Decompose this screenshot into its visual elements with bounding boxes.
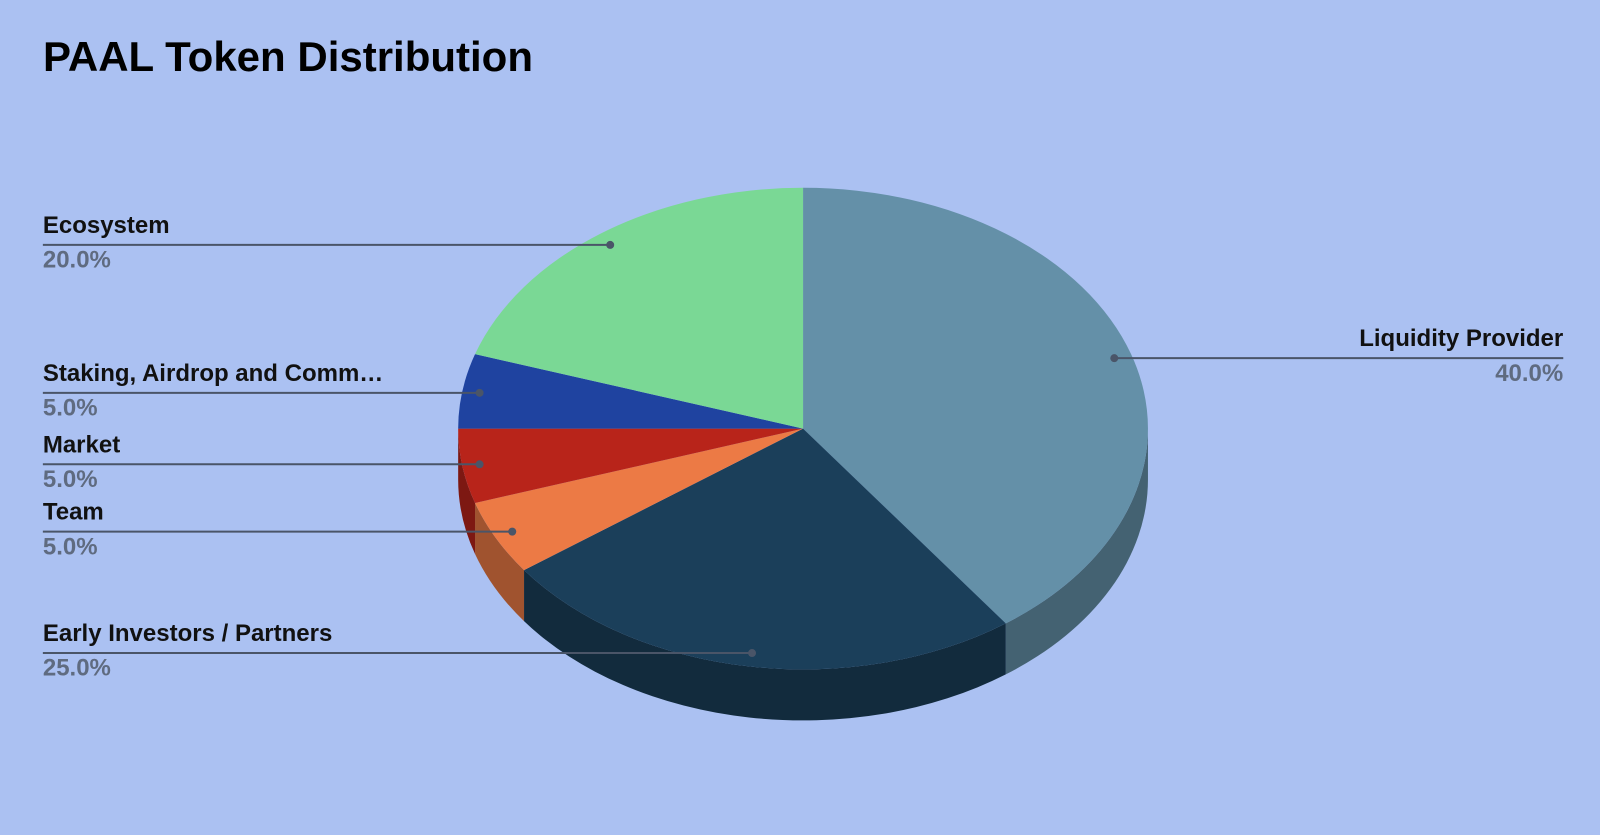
slice-label: Market <box>43 431 120 458</box>
leader-dot <box>508 527 517 536</box>
slice-label: Liquidity Provider <box>1359 325 1563 352</box>
value-label: 20.0% <box>43 247 111 274</box>
slice-label: Early Investors / Partners <box>43 620 332 647</box>
slice <box>458 428 804 503</box>
value-label: 40.0% <box>1495 360 1563 387</box>
chart-title: PAAL Token Distribution <box>43 33 533 80</box>
slice <box>524 428 1006 670</box>
slice <box>803 187 1148 624</box>
leader-dot <box>475 388 484 397</box>
slice <box>475 428 804 571</box>
value-label: 5.0% <box>43 466 98 493</box>
slice-label: Team <box>43 499 104 526</box>
value-label: 5.0% <box>43 533 98 560</box>
slice <box>458 354 804 429</box>
slice <box>475 187 804 429</box>
slice-label: Ecosystem <box>43 212 170 239</box>
leader-dot <box>606 240 615 249</box>
leader-dot <box>475 460 484 469</box>
slice-side <box>458 428 476 555</box>
slice-label: Staking, Airdrop and Comm… <box>43 360 383 387</box>
slice-side <box>524 570 1006 721</box>
leader-dot <box>1110 354 1119 363</box>
value-label: 5.0% <box>43 395 98 422</box>
value-label: 25.0% <box>43 655 111 682</box>
leader-dot <box>748 649 757 658</box>
slice-side <box>1005 428 1148 675</box>
